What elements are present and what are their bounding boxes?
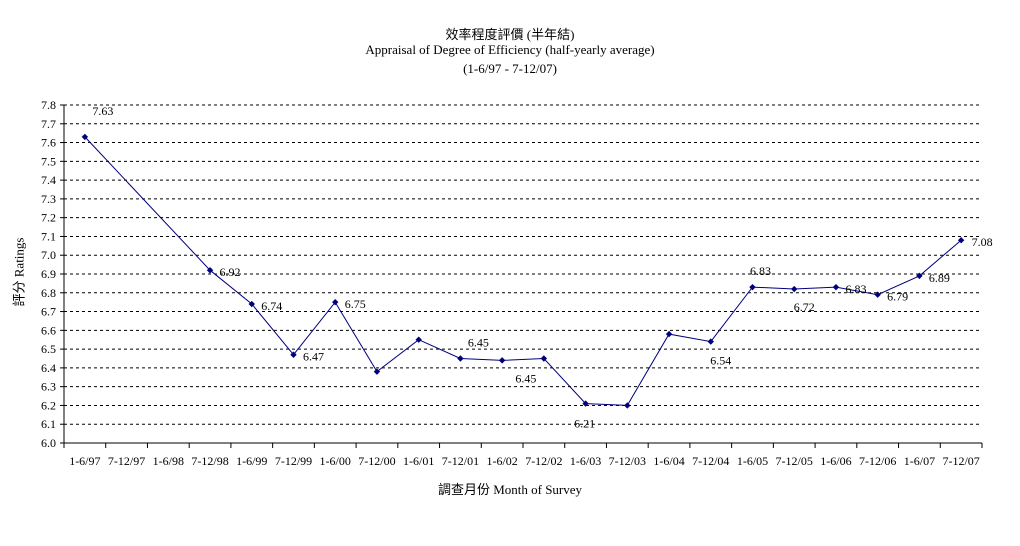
x-tick-label: 7-12/07 [942,454,979,468]
y-tick-label: 7.3 [41,192,56,206]
x-tick-label: 7-12/97 [108,454,145,468]
data-points [81,133,965,409]
chart-title: 效率程度評價 (半年結) [445,27,575,42]
data-label: 6.92 [220,265,241,279]
y-tick-label: 6.2 [41,398,56,412]
data-point-marker [791,285,798,293]
x-tick-label: 1-6/06 [820,454,851,468]
x-tick-label: 7-12/02 [525,454,562,468]
data-label: 7.08 [972,235,993,249]
data-label: 6.83 [845,282,866,296]
x-tick-label: 1-6/07 [904,454,935,468]
data-point-marker [415,336,422,343]
data-labels: 7.63 6.92 6.74 6.47 6.75 6.45 6.45 6.21 6.54 6.83… [92,104,992,431]
data-label: 6.74 [261,299,282,313]
chart-date-range: (1-6/97 - 7-12/07) [463,61,557,76]
data-point-marker [624,402,631,409]
data-point-marker [290,351,297,358]
data-point-marker [540,355,548,362]
x-tick-label: 7-12/99 [275,454,312,468]
data-point-marker [81,133,89,141]
x-axis-label: 調查月份 Month of Survey [437,482,583,497]
data-label: 6.83 [750,264,771,278]
y-tick-label: 6.6 [41,323,56,337]
chart-subtitle: Appraisal of Degree of Efficiency (half-… [365,42,655,57]
x-tick-label: 1-6/97 [69,454,100,468]
data-label: 6.75 [345,297,366,311]
y-tick-label: 6.7 [41,305,56,319]
x-tick-label: 1-6/00 [320,454,351,468]
data-point-marker [749,283,756,291]
data-label: 6.21 [574,417,595,431]
data-label: 6.89 [929,271,950,285]
y-tick-label: 7.4 [41,173,56,187]
x-tick-label: 1-6/04 [653,454,684,468]
y-tick-label: 6.4 [41,361,56,375]
y-tick-label: 6.8 [41,286,56,300]
x-tick-label: 7-12/98 [191,454,228,468]
x-tick-label: 1-6/03 [570,454,601,468]
data-label: 6.54 [710,354,731,368]
y-tick-label: 6.5 [41,342,56,356]
x-tick-label: 1-6/01 [403,454,434,468]
x-tick-label: 7-12/04 [692,454,729,468]
y-tick-label: 6.0 [41,436,56,450]
x-tick-label: 7-12/06 [859,454,896,468]
data-label: 6.47 [303,350,324,364]
data-point-marker [665,330,673,338]
data-label: 6.45 [468,336,489,350]
y-tick-label: 7.0 [41,248,56,262]
data-point-marker [373,368,381,375]
y-tick-label: 7.5 [41,154,56,168]
y-tick-label: 7.1 [41,229,56,243]
data-point-marker [832,283,840,291]
y-tick-label: 7.2 [41,211,56,225]
data-point-marker [957,237,965,244]
x-tick-label: 7-12/03 [609,454,646,468]
y-tick-label: 6.1 [41,417,56,431]
y-tick-label: 6.9 [41,267,56,281]
axes: 6.0 6.1 6.2 6.3 6.4 6.5 6.6 6.7 6.8 6.9 7.0 7.1 7.2 7… [41,98,983,468]
series-line [84,136,962,406]
data-point-marker [707,338,714,345]
data-point-marker [874,291,881,298]
x-tick-label: 1-6/05 [737,454,768,468]
data-label: 6.72 [794,300,815,314]
x-tick-label: 1-6/02 [486,454,517,468]
data-point-marker [332,298,339,306]
data-point-marker [457,355,464,362]
x-tick-label: 7-12/00 [358,454,395,468]
data-point-marker [916,272,923,280]
data-point-marker [582,400,589,407]
series-line-path [84,136,962,406]
data-point-marker [206,267,214,274]
data-label: 6.45 [515,372,536,386]
data-label: 7.63 [92,104,113,118]
gridlines [64,104,982,425]
y-tick-label: 7.6 [41,136,56,150]
data-point-marker [248,300,255,308]
y-tick-label: 7.8 [41,98,56,112]
x-tick-label: 7-12/01 [442,454,479,468]
data-label: 6.79 [887,290,908,304]
x-tick-label: 1-6/98 [153,454,184,468]
data-point-marker [498,357,506,364]
x-tick-label: 7-12/05 [776,454,813,468]
y-tick-label: 6.3 [41,380,56,394]
y-tick-label: 7.7 [41,117,56,131]
x-tick-label: 1-6/99 [236,454,267,468]
